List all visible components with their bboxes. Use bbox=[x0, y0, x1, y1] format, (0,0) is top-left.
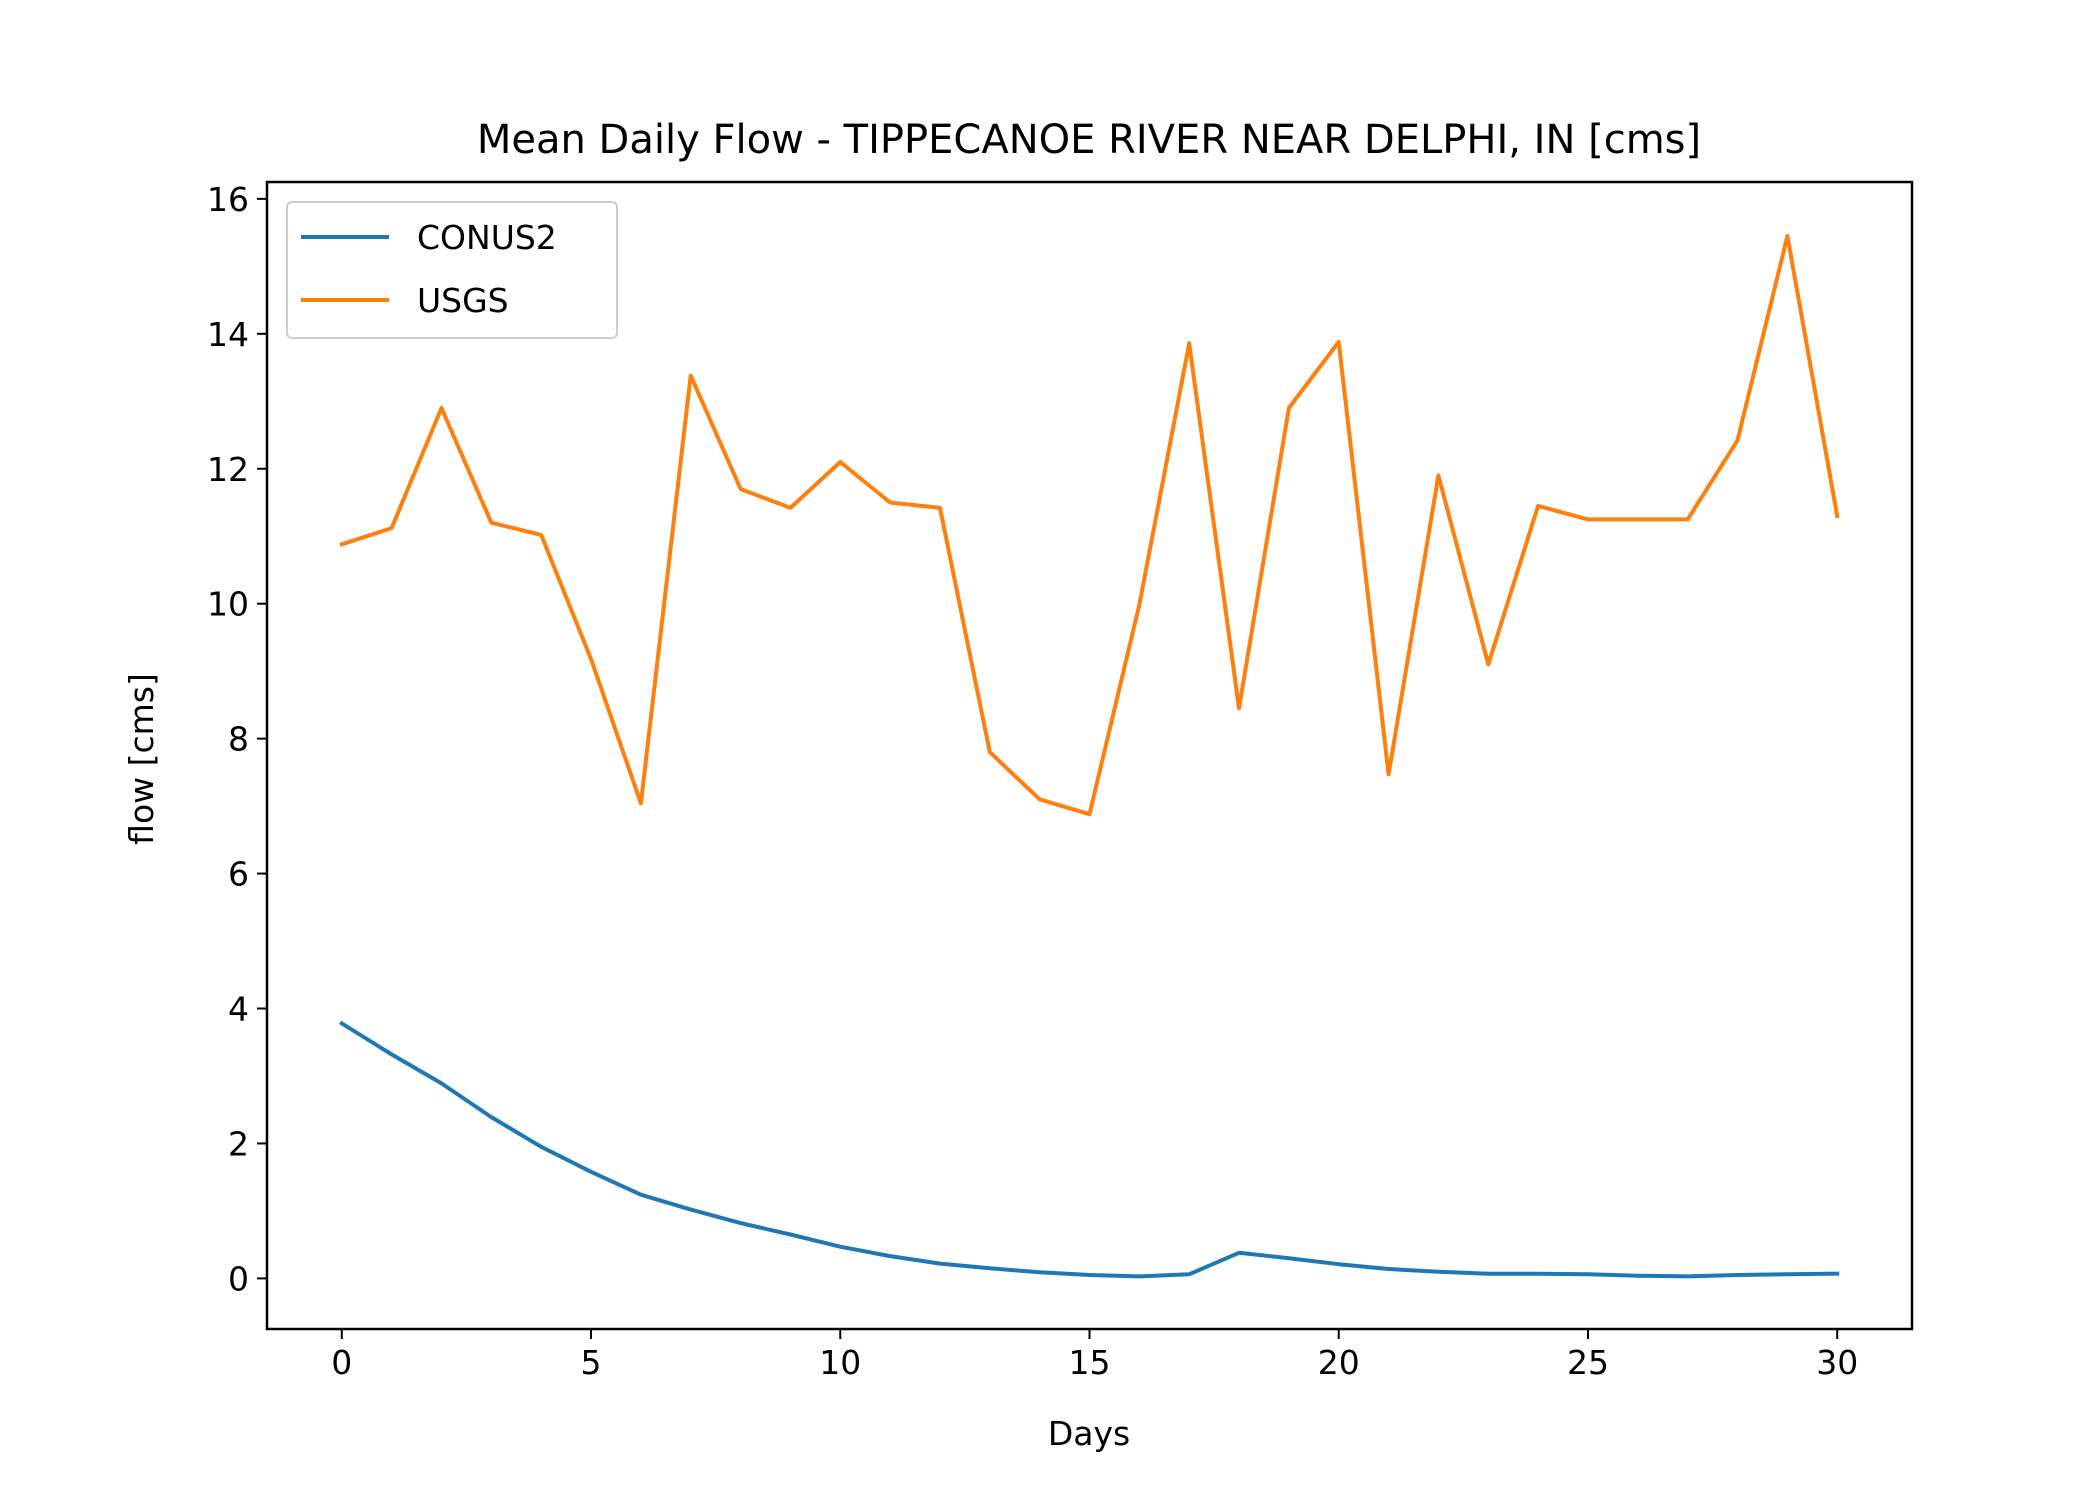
y-tick-label: 0 bbox=[228, 1259, 249, 1298]
x-tick-label: 5 bbox=[581, 1343, 602, 1382]
series-line-conus2 bbox=[339, 1020, 1840, 1279]
legend: CONUS2 USGS bbox=[286, 201, 618, 339]
y-tick-label: 16 bbox=[207, 180, 249, 219]
x-tick-label: 25 bbox=[1567, 1343, 1609, 1382]
legend-label-conus2: CONUS2 bbox=[417, 218, 557, 257]
y-tick-label: 8 bbox=[228, 720, 249, 759]
series-layer bbox=[339, 234, 1840, 1279]
x-axis-label: Days bbox=[1048, 1414, 1130, 1453]
y-tick-label: 10 bbox=[207, 585, 249, 624]
x-tick-label: 0 bbox=[331, 1343, 352, 1382]
y-tick-label: 14 bbox=[207, 315, 249, 354]
legend-label-usgs: USGS bbox=[417, 281, 509, 320]
x-tick-label: 30 bbox=[1816, 1343, 1858, 1382]
x-tick-label: 10 bbox=[819, 1343, 861, 1382]
x-tick-label: 20 bbox=[1318, 1343, 1360, 1382]
x-tick-label: 15 bbox=[1069, 1343, 1111, 1382]
y-tick-label: 2 bbox=[228, 1124, 249, 1163]
y-tick-label: 12 bbox=[207, 450, 249, 489]
ticks-layer: 0 5 10 15 20 25 30 0 2 4 6 8 10 12 14 16 bbox=[207, 180, 1858, 1382]
y-axis-label: flow [cms] bbox=[122, 673, 161, 845]
chart-title: Mean Daily Flow - TIPPECANOE RIVER NEAR … bbox=[477, 117, 1701, 163]
plot-frame bbox=[265, 180, 1914, 1331]
series-line-usgs bbox=[339, 234, 1840, 817]
y-tick-label: 6 bbox=[228, 855, 249, 894]
y-tick-label: 4 bbox=[228, 990, 249, 1029]
